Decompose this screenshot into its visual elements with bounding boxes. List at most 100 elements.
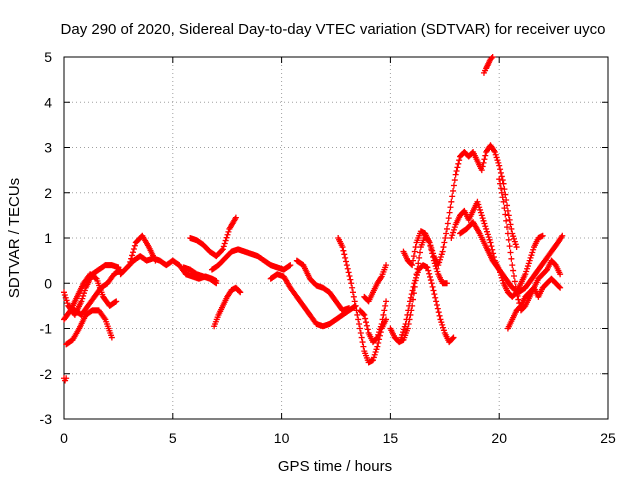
data-point xyxy=(378,320,385,327)
series-trace-18 xyxy=(398,262,457,346)
x-tick-label: 15 xyxy=(383,430,399,446)
data-point xyxy=(404,311,411,318)
data-point xyxy=(539,232,546,239)
data-point xyxy=(364,326,371,333)
data-point xyxy=(493,154,500,161)
data-point xyxy=(440,244,447,251)
data-point xyxy=(412,277,419,284)
data-point xyxy=(436,312,443,319)
data-point xyxy=(483,225,490,232)
data-point xyxy=(440,327,447,334)
data-point xyxy=(129,252,136,259)
data-point xyxy=(513,289,520,296)
data-point xyxy=(508,255,515,262)
data-point xyxy=(510,267,517,274)
data-point xyxy=(522,271,529,278)
data-point xyxy=(375,339,382,346)
data-point xyxy=(408,291,415,298)
data-point xyxy=(401,323,408,330)
data-point xyxy=(445,215,452,222)
data-point xyxy=(349,289,356,296)
data-point xyxy=(437,256,444,263)
data-point xyxy=(478,212,485,219)
data-point xyxy=(526,257,533,264)
data-point xyxy=(523,268,530,275)
data-point xyxy=(130,245,137,252)
data-point xyxy=(442,235,449,241)
data-point xyxy=(435,262,442,269)
data-point xyxy=(411,280,418,287)
data-point xyxy=(438,319,445,326)
y-tick-label: 5 xyxy=(44,49,52,65)
data-point xyxy=(237,289,244,296)
data-point xyxy=(452,171,459,178)
data-point xyxy=(369,357,376,364)
data-point xyxy=(504,230,511,237)
data-point xyxy=(506,216,513,223)
data-point xyxy=(430,287,437,294)
data-point xyxy=(454,164,461,171)
data-point xyxy=(434,305,441,312)
data-point xyxy=(80,292,87,299)
data-point xyxy=(482,223,489,230)
data-point xyxy=(433,265,440,272)
data-point xyxy=(380,311,387,318)
data-point xyxy=(449,193,456,200)
data-point xyxy=(360,311,367,318)
data-point xyxy=(436,259,443,266)
data-point xyxy=(357,330,364,337)
data-point xyxy=(432,294,439,301)
data-point xyxy=(491,149,498,156)
data-point xyxy=(61,292,68,299)
data-point xyxy=(525,260,532,267)
data-point xyxy=(440,324,447,331)
data-point xyxy=(416,249,423,256)
data-point xyxy=(429,283,436,290)
data-point xyxy=(443,280,450,287)
data-point xyxy=(427,273,434,280)
data-point xyxy=(439,248,446,255)
data-point xyxy=(232,214,239,221)
data-point xyxy=(374,334,381,341)
data-point xyxy=(348,280,355,287)
data-point xyxy=(413,274,420,281)
data-point xyxy=(352,302,359,309)
data-point xyxy=(342,254,349,261)
data-point xyxy=(429,247,436,254)
data-point xyxy=(450,229,457,236)
series-trace-15 xyxy=(356,298,390,346)
data-point xyxy=(506,243,513,250)
data-point xyxy=(512,241,519,248)
data-point xyxy=(354,311,361,318)
data-point xyxy=(363,319,370,326)
series-trace-13 xyxy=(293,257,353,314)
chart-title: Day 290 of 2020, Sidereal Day-to-day VTE… xyxy=(61,21,606,38)
data-point xyxy=(426,239,433,246)
data-point xyxy=(345,269,352,276)
data-point xyxy=(131,242,138,249)
data-point xyxy=(428,244,435,251)
data-point xyxy=(414,269,421,276)
data-point xyxy=(477,206,484,213)
data-point xyxy=(476,204,483,211)
data-point xyxy=(524,263,531,270)
data-point xyxy=(222,237,229,244)
data-point xyxy=(355,316,362,323)
data-point xyxy=(412,244,419,251)
data-point xyxy=(427,277,434,284)
data-point xyxy=(344,265,351,272)
series-trace-21 xyxy=(457,219,566,296)
data-point xyxy=(373,335,380,342)
data-point xyxy=(407,294,414,301)
data-point xyxy=(406,302,413,309)
data-point xyxy=(530,246,537,253)
data-point xyxy=(559,232,566,239)
y-tick-label: -3 xyxy=(40,411,53,427)
data-point xyxy=(350,293,357,300)
data-point xyxy=(220,243,227,250)
data-point xyxy=(400,329,407,336)
data-point xyxy=(481,156,488,163)
data-point xyxy=(409,287,416,294)
data-point xyxy=(437,254,444,261)
data-point xyxy=(130,249,137,256)
